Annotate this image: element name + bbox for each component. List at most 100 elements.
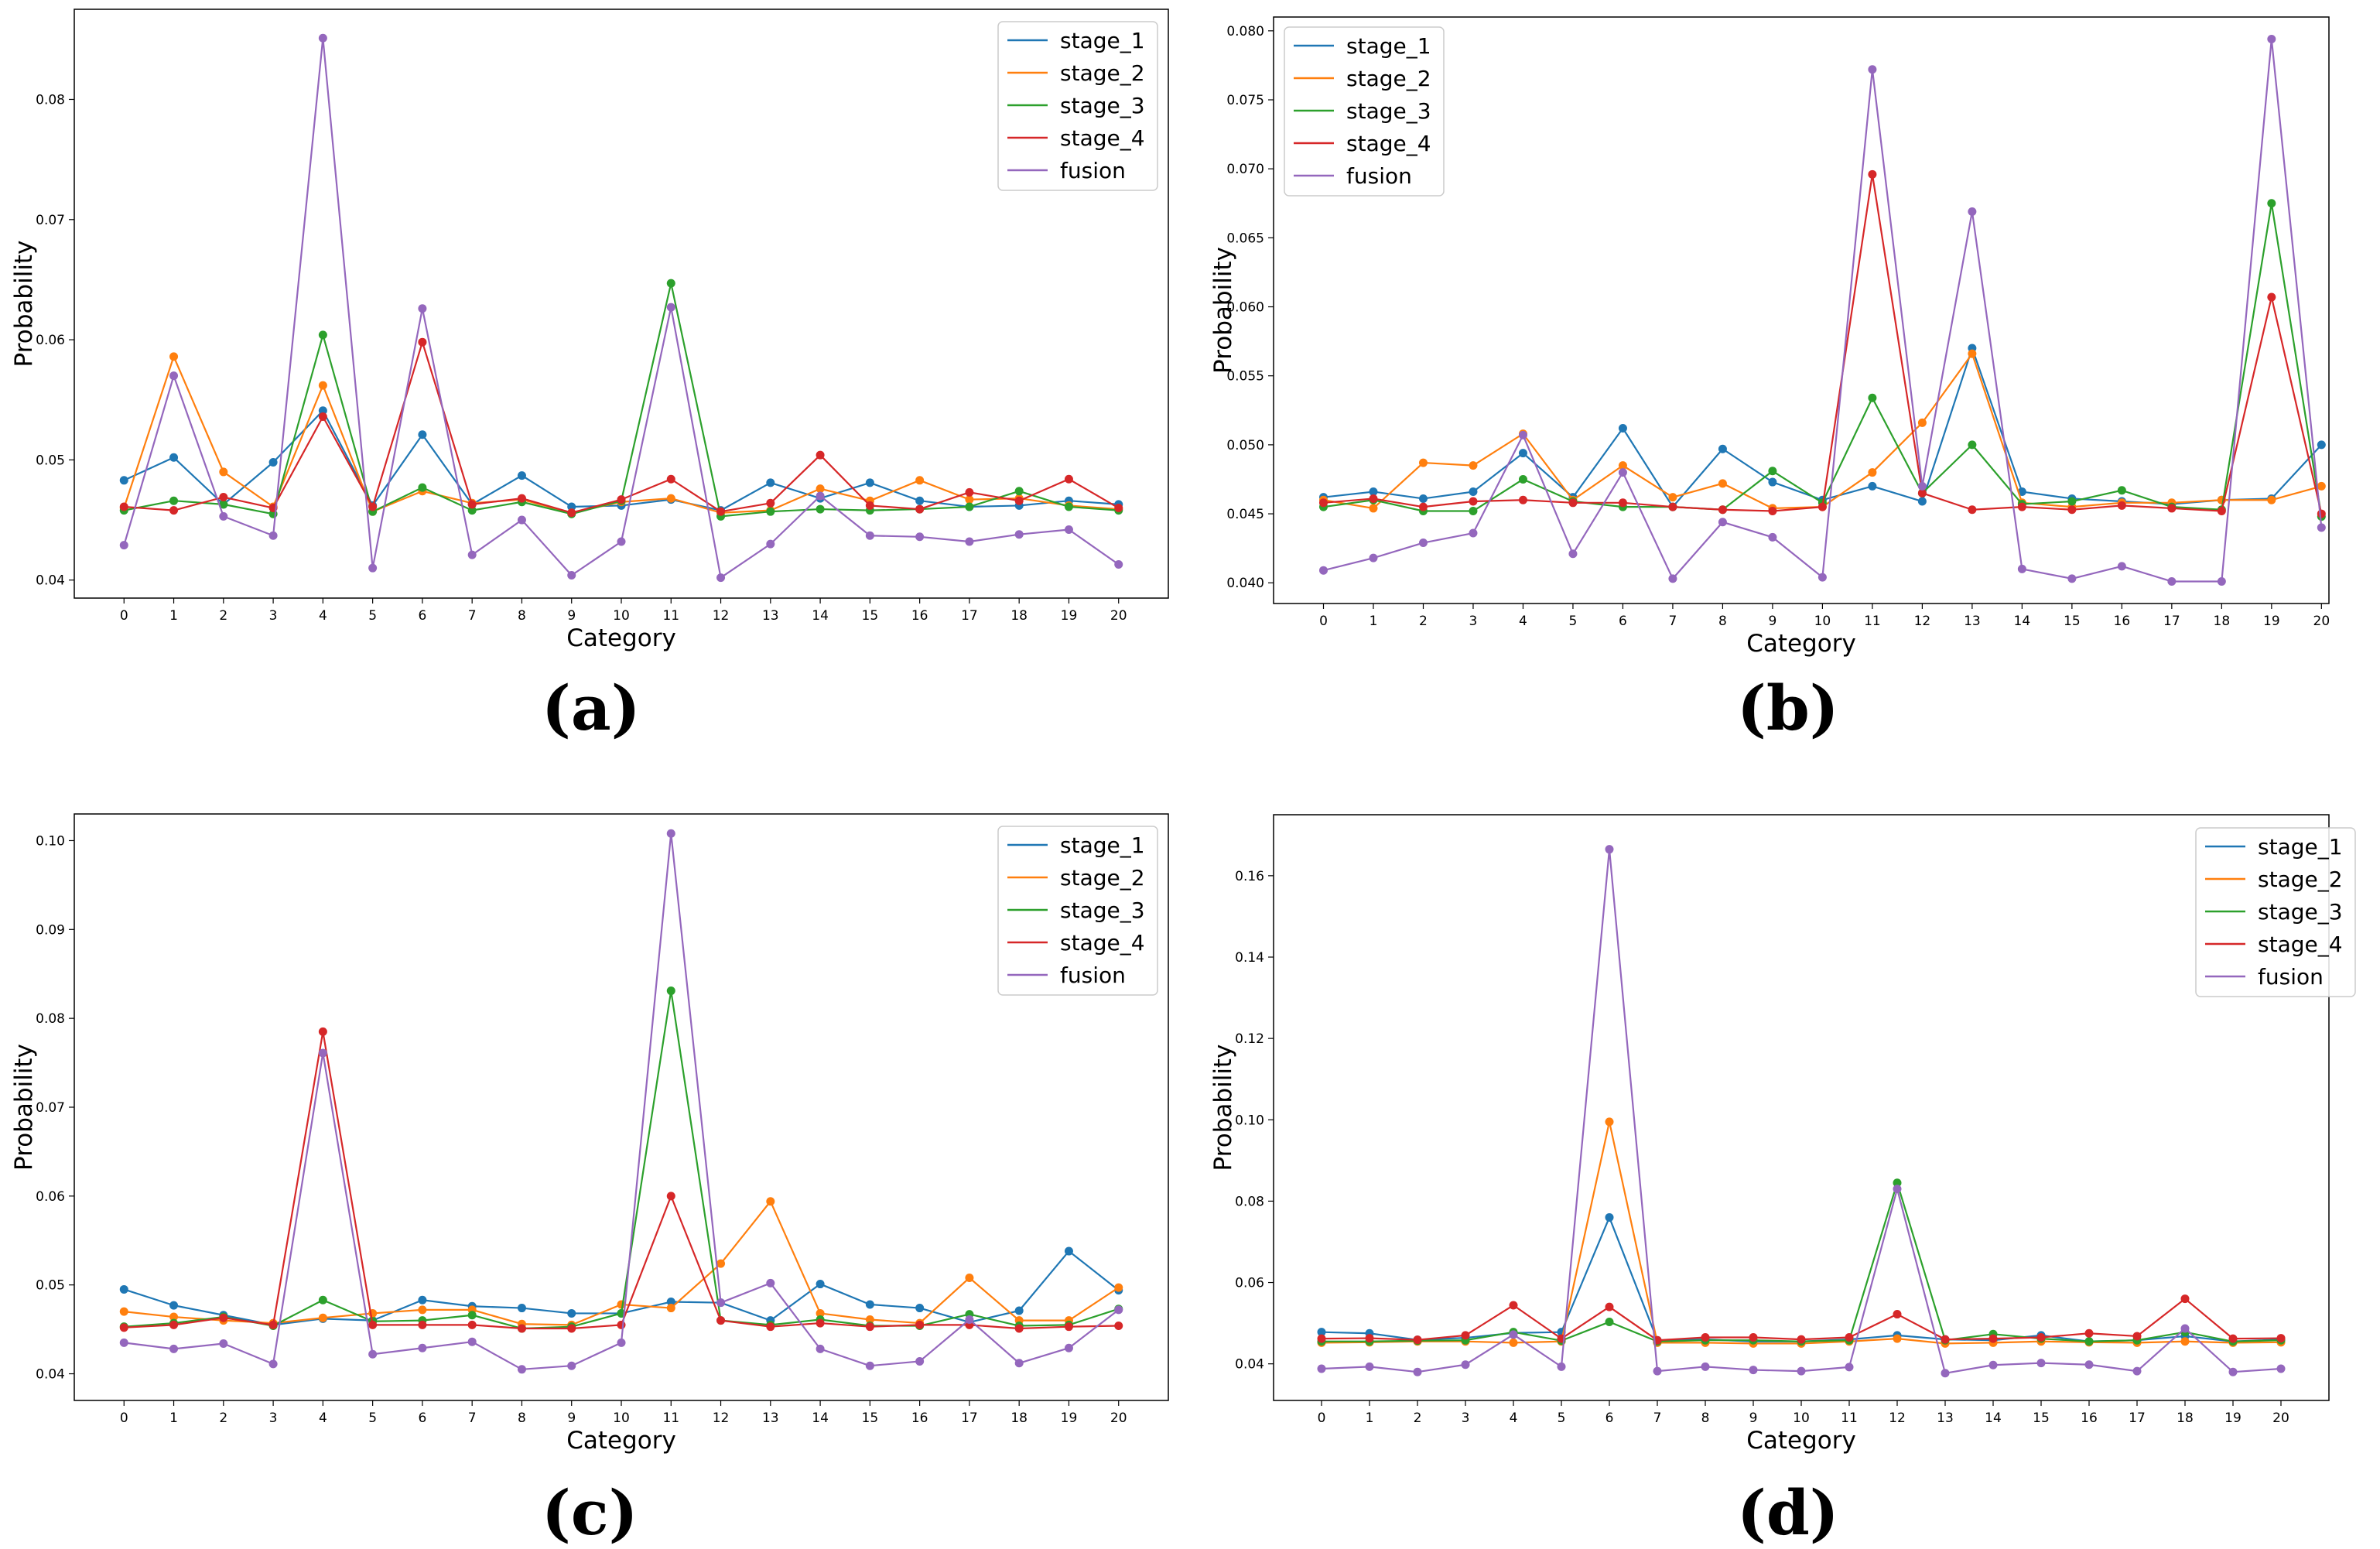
data-point-fusion: [517, 1365, 526, 1374]
x-tick-label: 8: [1701, 1411, 1710, 1426]
legend-label-stage_2: stage_2: [1346, 66, 1431, 91]
data-point-fusion: [1845, 1363, 1854, 1372]
data-point-stage_4: [368, 502, 378, 511]
data-point-stage_2: [1968, 349, 1977, 358]
data-point-fusion: [2228, 1367, 2238, 1376]
data-point-stage_3: [1768, 467, 1777, 476]
data-point-stage_2: [1418, 458, 1428, 467]
y-tick-label: 0.12: [1235, 1031, 1264, 1047]
data-point-stage_4: [567, 1324, 576, 1333]
data-point-stage_4: [816, 450, 825, 460]
chart-panel-a: 0 1 2 3 4 5 6 7 8 9 10 11 12 13 14 15 16 17 18 19 200.040.05…: [10, 9, 1169, 652]
y-tick-label: 0.07: [36, 213, 65, 228]
x-tick-label: 9: [1749, 1411, 1758, 1426]
data-point-stage_3: [467, 1311, 477, 1320]
data-point-stage_4: [1064, 474, 1073, 484]
x-tick-label: 15: [862, 608, 879, 624]
x-tick-label: 5: [1558, 1411, 1566, 1426]
y-tick-label: 0.040: [1226, 576, 1264, 591]
x-tick-label: 19: [1061, 608, 1078, 624]
data-point-stage_4: [2217, 507, 2226, 516]
data-point-stage_2: [1114, 1283, 1123, 1292]
x-tick-label: 1: [169, 1411, 178, 1426]
x-tick-label: 15: [2064, 614, 2081, 629]
data-point-stage_1: [1064, 1246, 1073, 1256]
x-tick-label: 7: [468, 1411, 477, 1426]
x-tick-label: 10: [1793, 1411, 1810, 1426]
data-point-stage_4: [318, 1027, 327, 1036]
x-tick-label: 2: [1419, 614, 1428, 629]
y-tick-label: 0.06: [1235, 1276, 1264, 1291]
data-point-stage_4: [2017, 502, 2026, 511]
data-point-stage_2: [666, 1304, 675, 1313]
x-tick-label: 9: [1769, 614, 1777, 629]
data-point-fusion: [1893, 1185, 1902, 1194]
x-tick-label: 4: [1519, 614, 1527, 629]
data-point-stage_4: [1114, 504, 1123, 513]
data-point-stage_4: [1701, 1333, 1710, 1342]
series-line-fusion: [1321, 848, 2282, 1374]
data-point-stage_4: [1893, 1310, 1902, 1319]
plot-frame: [1273, 814, 2330, 1401]
data-point-fusion: [169, 1344, 179, 1353]
data-point-stage_2: [219, 467, 228, 477]
data-point-stage_4: [2036, 1333, 2046, 1342]
y-tick-label: 0.045: [1226, 507, 1264, 522]
data-point-stage_2: [915, 476, 925, 485]
x-tick-label: 11: [1841, 1411, 1858, 1426]
legend-label-fusion: fusion: [1346, 163, 1412, 189]
x-tick-label: 0: [1319, 614, 1328, 629]
data-point-fusion: [1461, 1360, 1470, 1369]
data-point-fusion: [2132, 1366, 2142, 1376]
y-tick-label: 0.06: [36, 1189, 65, 1205]
data-point-stage_4: [1917, 488, 1927, 498]
data-point-fusion: [1749, 1366, 1758, 1375]
data-point-fusion: [1968, 207, 1977, 216]
x-tick-label: 11: [662, 1411, 679, 1426]
series-line-stage_2: [1321, 1120, 2282, 1345]
data-point-fusion: [119, 541, 128, 550]
data-point-stage_1: [567, 502, 576, 511]
data-point-stage_1: [418, 1295, 427, 1305]
data-point-stage_2: [318, 381, 327, 390]
data-point-stage_4: [119, 1323, 128, 1332]
y-tick-label: 0.16: [1235, 869, 1264, 884]
x-tick-label: 20: [2313, 614, 2330, 629]
y-tick-label: 0.07: [36, 1100, 65, 1116]
data-point-fusion: [1605, 845, 1614, 854]
x-tick-label: 10: [1814, 614, 1831, 629]
data-point-stage_3: [666, 987, 675, 996]
legend-label-stage_4: stage_4: [1060, 125, 1145, 151]
data-point-stage_1: [119, 476, 128, 485]
data-point-fusion: [318, 1048, 327, 1058]
data-point-fusion: [2217, 576, 2226, 586]
data-point-stage_4: [1797, 1335, 1806, 1344]
data-point-stage_4: [517, 494, 526, 503]
data-point-fusion: [467, 550, 477, 559]
data-point-stage_2: [965, 495, 974, 504]
data-point-stage_3: [1893, 1178, 1902, 1188]
data-point-stage_4: [1668, 502, 1677, 511]
x-tick-label: 6: [418, 1411, 426, 1426]
data-point-fusion: [816, 1344, 825, 1353]
data-point-stage_4: [1768, 507, 1777, 516]
data-point-stage_4: [1413, 1335, 1422, 1345]
y-tick-label: 0.04: [1235, 1357, 1264, 1373]
data-point-stage_4: [716, 507, 726, 516]
data-point-stage_1: [816, 1280, 825, 1289]
data-point-fusion: [567, 570, 576, 580]
data-point-stage_4: [1618, 498, 1627, 508]
x-tick-label: 12: [713, 608, 730, 624]
data-point-stage_1: [567, 1308, 576, 1318]
x-tick-label: 17: [2129, 1411, 2146, 1426]
y-tick-label: 0.14: [1235, 950, 1264, 966]
x-tick-label: 3: [1469, 614, 1478, 629]
legend-label-stage_1: stage_1: [1060, 833, 1145, 858]
x-tick-label: 19: [2263, 614, 2280, 629]
data-point-stage_4: [1845, 1333, 1854, 1342]
data-point-stage_4: [318, 412, 327, 421]
y-tick-label: 0.08: [36, 92, 65, 108]
data-point-stage_3: [2084, 1337, 2094, 1346]
